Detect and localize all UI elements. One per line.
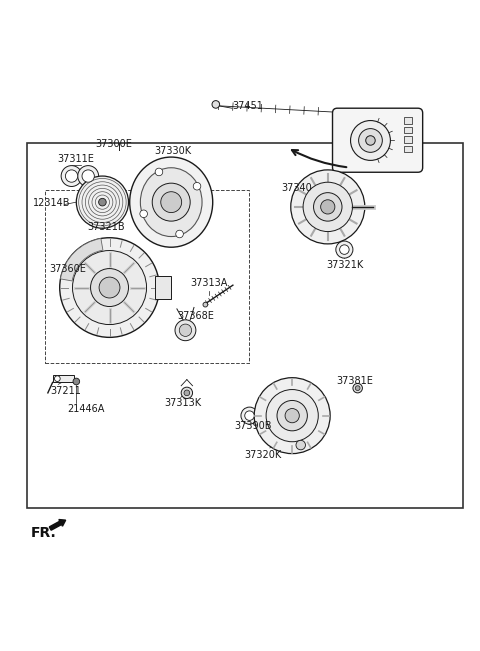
Text: FR.: FR. xyxy=(30,526,56,540)
Circle shape xyxy=(203,302,208,307)
Circle shape xyxy=(152,183,190,221)
Text: 37360E: 37360E xyxy=(49,264,86,274)
Circle shape xyxy=(78,165,98,186)
Circle shape xyxy=(55,376,60,381)
Text: 37311E: 37311E xyxy=(57,154,94,164)
Text: 37320K: 37320K xyxy=(245,450,282,460)
Circle shape xyxy=(291,170,365,244)
Text: 12314B: 12314B xyxy=(33,198,70,208)
Bar xyxy=(155,275,171,299)
Circle shape xyxy=(98,199,106,206)
Text: 37340: 37340 xyxy=(282,183,312,193)
Circle shape xyxy=(359,129,383,152)
Text: 37321K: 37321K xyxy=(326,260,363,270)
Circle shape xyxy=(76,176,129,229)
Circle shape xyxy=(353,383,362,393)
Bar xyxy=(404,146,412,152)
Circle shape xyxy=(179,324,192,337)
Circle shape xyxy=(99,277,120,298)
Circle shape xyxy=(212,101,219,108)
Circle shape xyxy=(82,170,95,182)
Circle shape xyxy=(140,210,147,217)
Circle shape xyxy=(350,120,390,160)
Circle shape xyxy=(175,320,196,340)
Text: 37451: 37451 xyxy=(232,100,264,111)
Bar xyxy=(404,127,412,133)
Circle shape xyxy=(245,411,254,421)
Text: 37313K: 37313K xyxy=(164,398,201,408)
Text: 37390B: 37390B xyxy=(234,421,271,432)
Circle shape xyxy=(181,387,192,398)
Circle shape xyxy=(60,238,159,337)
Text: 37321B: 37321B xyxy=(87,221,125,232)
Circle shape xyxy=(366,135,375,145)
Ellipse shape xyxy=(140,168,202,236)
Circle shape xyxy=(254,378,330,454)
Circle shape xyxy=(193,182,201,190)
Circle shape xyxy=(65,170,78,182)
Text: 37368E: 37368E xyxy=(178,311,214,321)
Wedge shape xyxy=(60,238,103,281)
Bar xyxy=(26,143,463,508)
FancyArrow shape xyxy=(49,519,66,530)
Bar xyxy=(53,375,74,382)
Circle shape xyxy=(161,191,181,213)
Circle shape xyxy=(285,409,300,422)
Circle shape xyxy=(340,245,349,255)
Circle shape xyxy=(72,251,146,325)
Text: 37211: 37211 xyxy=(50,386,81,396)
Circle shape xyxy=(313,193,342,221)
Bar xyxy=(404,136,412,143)
Ellipse shape xyxy=(130,157,213,247)
Circle shape xyxy=(277,400,307,431)
Circle shape xyxy=(176,230,183,238)
Circle shape xyxy=(184,390,190,396)
Bar xyxy=(46,190,250,363)
Circle shape xyxy=(321,200,335,214)
Text: 37300E: 37300E xyxy=(96,139,132,149)
Text: 37330K: 37330K xyxy=(155,146,192,156)
Circle shape xyxy=(73,378,80,385)
Text: 21446A: 21446A xyxy=(67,404,104,414)
Circle shape xyxy=(155,168,163,176)
Bar xyxy=(404,117,412,124)
Text: 37313A: 37313A xyxy=(190,279,228,288)
Circle shape xyxy=(241,407,258,424)
Circle shape xyxy=(266,389,318,442)
Circle shape xyxy=(336,241,353,258)
Circle shape xyxy=(303,182,352,232)
Circle shape xyxy=(355,386,360,391)
Circle shape xyxy=(61,165,82,186)
Text: 37381E: 37381E xyxy=(336,376,372,386)
Circle shape xyxy=(91,269,129,307)
FancyBboxPatch shape xyxy=(333,108,423,173)
Circle shape xyxy=(296,440,305,450)
